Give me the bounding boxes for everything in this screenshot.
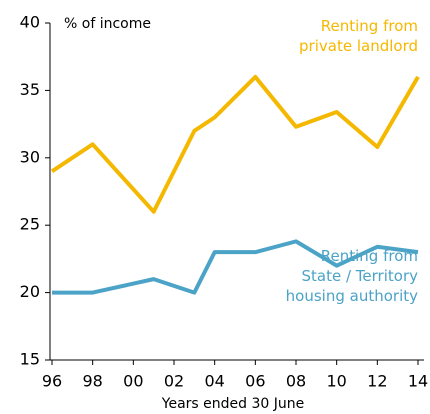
y-tick-label: 30 — [20, 147, 40, 166]
y-tick-label: 35 — [20, 80, 40, 99]
series-label: Renting from private landlord — [299, 17, 418, 55]
y-tick-label: 15 — [20, 350, 40, 369]
x-tick-label: 96 — [42, 372, 62, 391]
series-label: Renting from State / Territory housing a… — [285, 247, 418, 305]
x-tick-label: 10 — [326, 372, 346, 391]
line-series — [52, 239, 419, 295]
x-tick-label: 00 — [123, 372, 143, 391]
x-axis-label: Years ended 30 June — [161, 396, 304, 412]
y-tick-label: 20 — [20, 282, 40, 301]
x-tick-label: 14 — [408, 372, 428, 391]
x-tick-label: 04 — [204, 372, 224, 391]
x-tick-label: 12 — [367, 372, 387, 391]
x-tick-label: 02 — [164, 372, 184, 391]
x-tick-label: 08 — [286, 372, 306, 391]
x-tick-label: 98 — [82, 372, 102, 391]
y-tick-label: 40 — [20, 13, 40, 32]
y-tick-label: 25 — [20, 215, 40, 234]
x-tick-label: 06 — [245, 372, 265, 391]
y-axis-label: % of income — [64, 16, 151, 32]
line-series — [50, 74, 420, 214]
